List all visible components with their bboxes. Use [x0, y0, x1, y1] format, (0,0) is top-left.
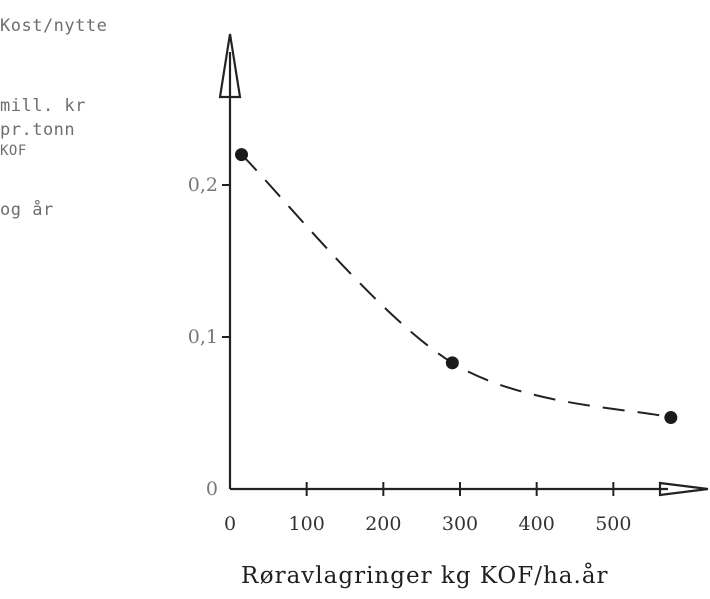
x-axis-label: Røravlagringer kg KOF/ha.år — [241, 563, 609, 589]
y-tick-label: 0 — [206, 478, 218, 500]
y-axis-arrow — [218, 33, 242, 99]
data-point — [664, 411, 678, 425]
y-axis-label-line-5: og år — [0, 200, 54, 220]
y-axis-label-line-4: KOF — [0, 143, 27, 159]
ticks: 0 100 200 300 400 500 0 0,1 0,2 — [188, 174, 632, 535]
x-tick-label: 100 — [289, 513, 325, 535]
x-tick-label: 0 — [224, 513, 236, 535]
y-tick-label: 0,2 — [188, 174, 218, 196]
data-point — [445, 356, 459, 370]
x-tick-label: 500 — [595, 513, 631, 535]
series-line — [240, 153, 672, 419]
x-tick-label: 400 — [519, 513, 555, 535]
y-axis-label-line-2: mill. kr — [0, 96, 86, 116]
y-axis-label-line-3: pr.tonn — [0, 120, 76, 140]
x-axis-arrow — [658, 481, 709, 497]
y-tick-label: 0,1 — [188, 326, 218, 348]
y-axis-label-line-1: Kost/nytte — [0, 16, 108, 36]
data-point — [235, 148, 249, 162]
x-tick-label: 300 — [442, 513, 478, 535]
x-tick-label: 200 — [365, 513, 401, 535]
axes — [218, 33, 709, 497]
series-layer — [235, 148, 678, 425]
